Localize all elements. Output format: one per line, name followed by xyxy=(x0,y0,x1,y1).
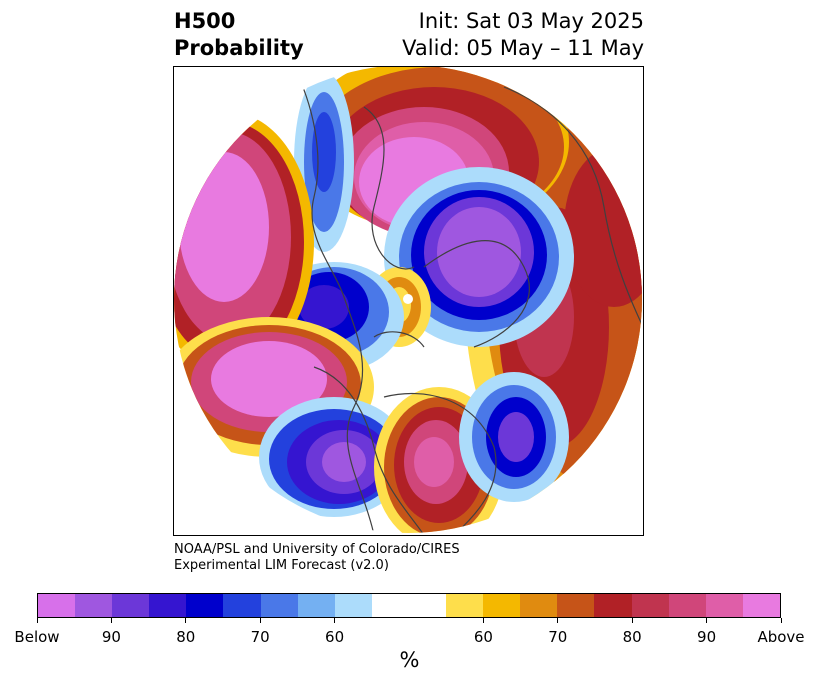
colorbar-tickmark xyxy=(780,618,782,623)
colorbar-segment xyxy=(705,594,743,617)
colorbar-tick-label: 80 xyxy=(176,628,196,646)
colorbar-segment xyxy=(557,594,595,617)
colorbar-tickmark xyxy=(259,618,261,623)
init-date: Init: Sat 03 May 2025 xyxy=(418,9,644,33)
colorbar-segment xyxy=(631,594,669,617)
valid-range: Valid: 05 May – 11 May xyxy=(402,36,644,60)
colorbar-segment xyxy=(520,594,558,617)
colorbar-tick-label: 90 xyxy=(101,628,121,646)
coastlines xyxy=(293,67,642,533)
anomaly-below-southwest xyxy=(259,397,409,517)
map-title: H500 Probability xyxy=(174,8,304,62)
colorbar-tickmark xyxy=(185,618,187,623)
colorbar-tick-label: 90 xyxy=(697,628,717,646)
title-line-2: Probability xyxy=(174,36,304,60)
colorbar-segment xyxy=(75,594,113,617)
pole-marker xyxy=(403,294,413,304)
polar-map xyxy=(174,67,642,533)
anomaly-below-southeast xyxy=(459,372,569,502)
colorbar-unit: % xyxy=(399,648,420,672)
colorbar-tickmark xyxy=(36,618,38,623)
colorbar xyxy=(37,593,781,618)
colorbar-tickmark xyxy=(631,618,633,623)
anomaly-below-center xyxy=(384,167,574,347)
colorbar-tickmark xyxy=(334,618,336,623)
data-credit: NOAA/PSL and University of Colorado/CIRE… xyxy=(174,542,460,574)
colorbar-segment xyxy=(371,594,409,617)
map-panel xyxy=(173,66,644,536)
colorbar-tickmark xyxy=(557,618,559,623)
colorbar-segment xyxy=(594,594,632,617)
colorbar-segment xyxy=(446,594,484,617)
colorbar-segment xyxy=(112,594,150,617)
colorbar-tickmark xyxy=(482,618,484,623)
colorbar-segment xyxy=(186,594,224,617)
colorbar-segment xyxy=(223,594,261,617)
colorbar-tick-label: 80 xyxy=(622,628,642,646)
colorbar-segment xyxy=(668,594,706,617)
colorbar-segment xyxy=(334,594,372,617)
colorbar-tick-label: 70 xyxy=(548,628,568,646)
colorbar-segment xyxy=(260,594,298,617)
colorbar-tickmark xyxy=(706,618,708,623)
credit-line-2: Experimental LIM Forecast (v2.0) xyxy=(174,558,389,573)
colorbar-segment xyxy=(742,594,780,617)
colorbar-tick-label: 60 xyxy=(325,628,345,646)
title-line-1: H500 xyxy=(174,9,236,33)
colorbar-segment xyxy=(483,594,521,617)
colorbar-tick-label: Above xyxy=(757,628,805,646)
colorbar-segment xyxy=(297,594,335,617)
forecast-dates: Init: Sat 03 May 2025 Valid: 05 May – 11… xyxy=(402,8,644,62)
colorbar-tick-label: 60 xyxy=(473,628,493,646)
colorbar-segment xyxy=(149,594,187,617)
colorbar-tick-label: 70 xyxy=(250,628,270,646)
colorbar-segment xyxy=(38,594,76,617)
colorbar-tick-label: Below xyxy=(14,628,60,646)
probability-field xyxy=(174,67,642,533)
credit-line-1: NOAA/PSL and University of Colorado/CIRE… xyxy=(174,542,460,557)
colorbar-segment xyxy=(408,594,447,617)
colorbar-tickmark xyxy=(110,618,112,623)
